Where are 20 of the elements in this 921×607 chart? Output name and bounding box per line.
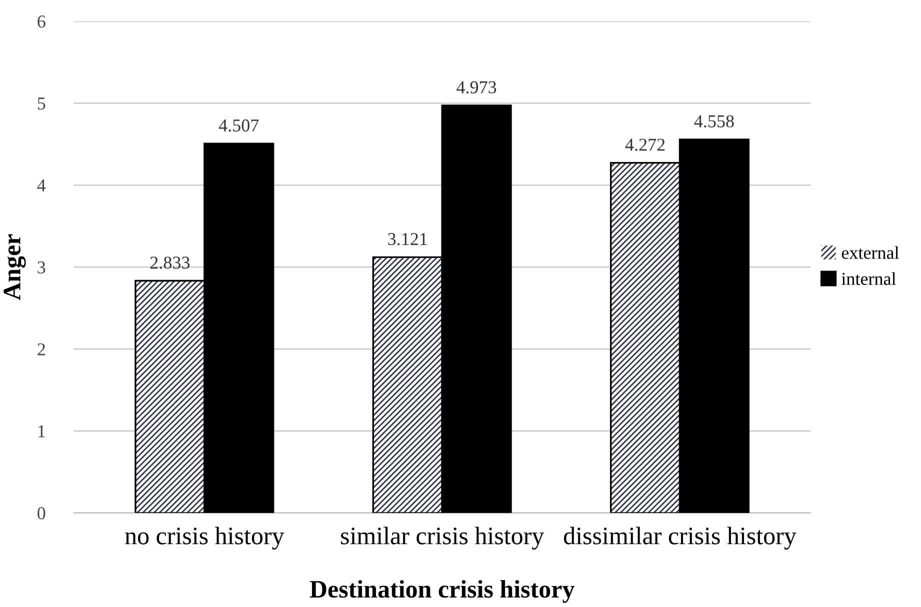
- legend-label: internal: [842, 272, 896, 285]
- data-label: 3.121: [388, 233, 427, 246]
- x-tick-label: similar crisis history: [341, 526, 544, 550]
- y-tick-label: 1: [38, 425, 45, 438]
- data-label: 4.272: [625, 138, 665, 151]
- data-label: 2.833: [150, 256, 190, 269]
- y-tick-label: 3: [38, 261, 46, 274]
- y-tick-label: 6: [38, 16, 46, 28]
- data-label: 4.558: [694, 115, 734, 128]
- y-tick-label: 4: [37, 180, 46, 192]
- y-tick-label: 0: [38, 507, 46, 520]
- y-tick-label: 2: [38, 343, 45, 356]
- x-tick-label: no crisis history: [125, 526, 284, 550]
- legend-label: external: [842, 246, 899, 259]
- x-tick-label: dissimilar crisis history: [564, 526, 796, 550]
- data-label: 4.507: [218, 119, 259, 132]
- y-tick-label: 5: [38, 98, 46, 110]
- x-axis-title: Destination crisis history: [310, 580, 574, 603]
- data-label: 4.973: [456, 81, 496, 94]
- y-axis-title: Anger: [4, 234, 26, 300]
